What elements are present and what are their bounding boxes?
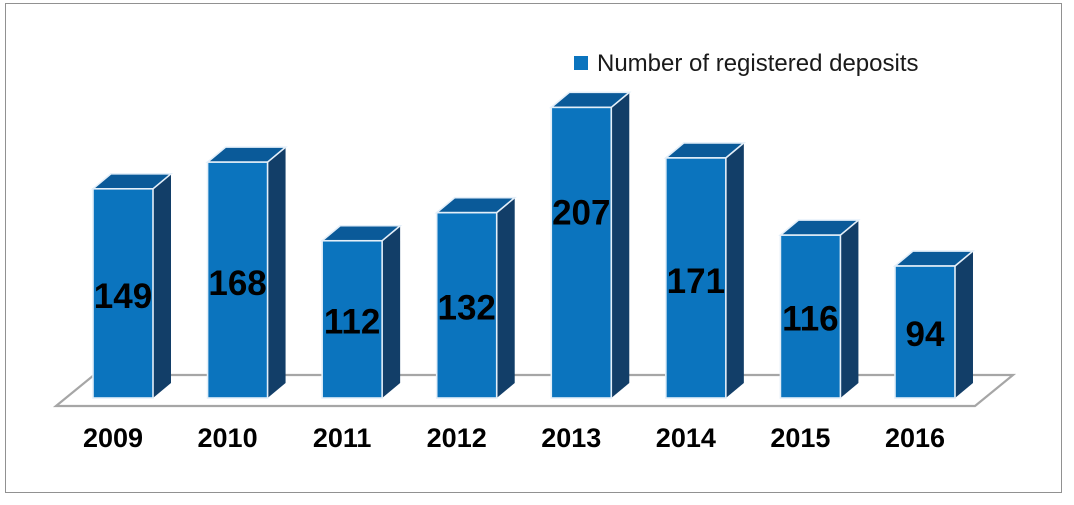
x-axis-label-2010: 2010 [198, 423, 258, 453]
x-axis-label-2012: 2012 [427, 423, 487, 453]
bar-side-face [267, 147, 286, 398]
bar-front-face [550, 106, 613, 399]
bar-front-face [779, 234, 842, 399]
x-axis-label-2013: 2013 [541, 423, 601, 453]
bar-value-label: 132 [438, 289, 496, 328]
bar-side-face [382, 225, 401, 398]
bar-value-label: 112 [324, 302, 380, 341]
legend-marker-icon [574, 56, 588, 70]
bar-side-face [840, 220, 859, 398]
bar-2010: 168 [205, 146, 288, 399]
bar-value-label: 171 [667, 262, 725, 301]
bar-2013: 207 [549, 91, 632, 399]
bar-2012: 132 [434, 196, 517, 399]
x-axis-labels-group: 2009 2010 2011 2012 2013 2014 2015 2016 [83, 423, 945, 453]
bar-value-label: 94 [906, 315, 945, 354]
bar-front-face [894, 265, 956, 399]
bar-2014: 171 [663, 142, 747, 399]
x-axis-label-2014: 2014 [656, 423, 716, 453]
bar-side-face [496, 197, 515, 398]
x-axis-label-2015: 2015 [770, 423, 830, 453]
x-axis-label-2011: 2011 [313, 423, 372, 453]
x-axis-label-2009: 2009 [83, 423, 143, 453]
bar-side-face [725, 142, 744, 398]
bar-front-face [92, 188, 154, 399]
bar-2015: 116 [778, 219, 861, 399]
bar-value-label: 149 [94, 277, 152, 316]
bar-front-face [321, 239, 383, 399]
chart-bars-group: 149 168 112 132 207 171 116 94 [90, 91, 976, 399]
bar-front-face [665, 157, 727, 399]
chart-legend: Number of registered deposits [574, 50, 919, 77]
legend-label: Number of registered deposits [597, 50, 919, 77]
bar-value-label: 207 [552, 193, 610, 232]
bar-side-face [611, 92, 630, 398]
x-axis-label-2016: 2016 [885, 423, 945, 453]
bar-side-face [954, 251, 973, 398]
bar-2009: 149 [90, 173, 174, 399]
bar-front-face [206, 161, 269, 399]
bar-front-face [435, 211, 498, 399]
bar-2016: 94 [892, 250, 976, 399]
bar-value-label: 116 [782, 300, 838, 339]
bar-value-label: 168 [208, 264, 266, 303]
bar-2011: 112 [319, 224, 403, 399]
bar-side-face [153, 173, 171, 398]
chart-floor [52, 373, 1017, 408]
chart-floor-group [52, 373, 1017, 408]
